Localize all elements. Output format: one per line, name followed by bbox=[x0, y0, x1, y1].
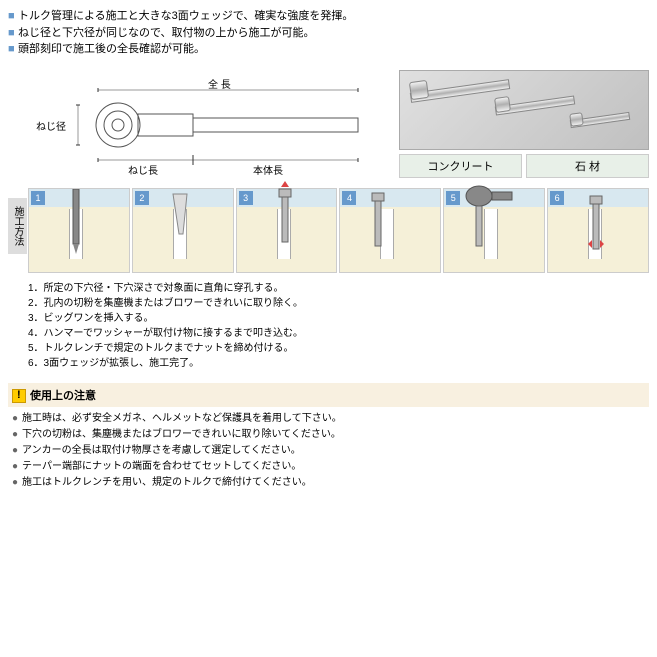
feature-list: ■トルク管理による施工と大きな3面ウェッジで、確実な強度を発揮。 ■ねじ径と下穴… bbox=[8, 8, 649, 58]
anchor-expand-icon bbox=[586, 194, 604, 264]
material-concrete: コンクリート bbox=[399, 154, 522, 178]
step-text: 4．ハンマーでワッシャーが取付け物に接するまで叩き込む。 bbox=[28, 326, 649, 341]
step-text: 2．孔内の切粉を集塵機またはブロワーできれいに取り除く。 bbox=[28, 296, 649, 311]
hammer-icon bbox=[370, 181, 388, 251]
feature-item: ■ねじ径と下穴径が同じなので、取付物の上から施工が可能。 bbox=[8, 25, 649, 42]
dimension-diagram: 全 長 ねじ径 ねじ長 本体長 bbox=[8, 70, 389, 180]
caution-item: 下穴の切粉は、集塵機またはブロワーできれいに取り除いてください。 bbox=[12, 427, 649, 443]
caution-item: テーパー端部にナットの端面を合わせてセットしてください。 bbox=[12, 459, 649, 475]
step-2: 2 bbox=[132, 188, 234, 273]
label-thread-dia: ねじ径 bbox=[36, 118, 66, 133]
anchor-insert-icon bbox=[275, 179, 293, 249]
material-stone: 石 材 bbox=[526, 154, 649, 178]
step-4: 4 bbox=[339, 188, 441, 273]
steps-text-list: 1．所定の下穴径・下穴深さで対象面に直角に穿孔する。 2．孔内の切粉を集塵機また… bbox=[28, 281, 649, 371]
caution-header: 使用上の注意 bbox=[8, 383, 649, 407]
steps-title: 施工方法 bbox=[8, 198, 27, 254]
bullet-icon: ■ bbox=[8, 25, 18, 42]
step-1: 1 bbox=[28, 188, 130, 273]
step-3: 3 bbox=[236, 188, 338, 273]
label-body-len: 本体長 bbox=[253, 162, 283, 177]
step-5: 5 bbox=[443, 188, 545, 273]
caution-item: アンカーの全長は取付け物厚さを考慮して選定してください。 bbox=[12, 443, 649, 459]
label-total-length: 全 長 bbox=[208, 76, 231, 91]
drill-icon bbox=[67, 189, 85, 259]
caution-item: 施工はトルクレンチを用い、規定のトルクで締付けてください。 bbox=[12, 475, 649, 491]
torque-wrench-icon bbox=[464, 184, 514, 254]
step-text: 3．ビッグワンを挿入する。 bbox=[28, 311, 649, 326]
step-6: 6 bbox=[547, 188, 649, 273]
bullet-icon: ■ bbox=[8, 8, 18, 25]
step-text: 1．所定の下穴径・下穴深さで対象面に直角に穿孔する。 bbox=[28, 281, 649, 296]
step-text: 5．トルクレンチで規定のトルクまでナットを締め付ける。 bbox=[28, 341, 649, 356]
product-photo bbox=[399, 70, 649, 150]
step-text: 6．3面ウェッジが拡張し、施工完了。 bbox=[28, 356, 649, 371]
installation-steps: 施工方法 1 2 3 4 bbox=[8, 188, 649, 371]
warning-icon bbox=[12, 389, 26, 403]
blower-icon bbox=[171, 189, 189, 239]
caution-list: 施工時は、必ず安全メガネ、ヘルメットなど保護具を着用して下さい。 下穴の切粉は、… bbox=[8, 411, 649, 491]
feature-item: ■頭部刻印で施工後の全長確認が可能。 bbox=[8, 41, 649, 58]
feature-item: ■トルク管理による施工と大きな3面ウェッジで、確実な強度を発揮。 bbox=[8, 8, 649, 25]
bullet-icon: ■ bbox=[8, 41, 18, 58]
product-photo-section: コンクリート 石 材 bbox=[399, 70, 649, 180]
caution-item: 施工時は、必ず安全メガネ、ヘルメットなど保護具を着用して下さい。 bbox=[12, 411, 649, 427]
label-thread-len: ねじ長 bbox=[128, 162, 158, 177]
